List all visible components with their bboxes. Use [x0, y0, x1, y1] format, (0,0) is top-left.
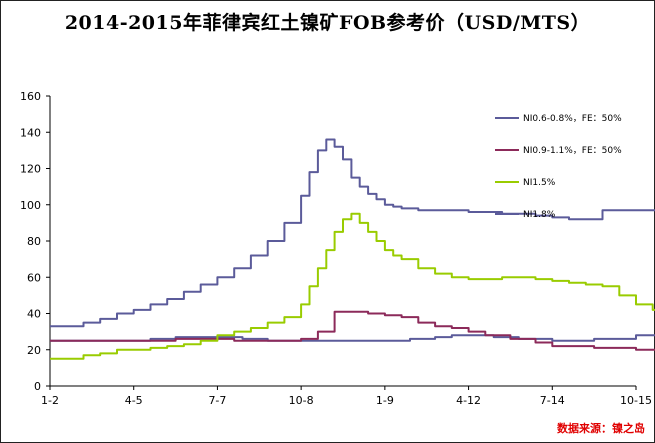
- y-tick-label: 100: [20, 199, 41, 212]
- y-tick-label: 60: [27, 271, 41, 284]
- x-tick-label: 4-5: [125, 394, 143, 407]
- series-line-2: [50, 310, 655, 351]
- x-tick-label: 7-7: [208, 394, 226, 407]
- y-tick-label: 20: [27, 344, 41, 357]
- y-tick-label: 0: [34, 380, 41, 393]
- series-line-4: [50, 138, 655, 328]
- source-note: 数据来源：镍之岛: [557, 422, 645, 435]
- legend-label-3: NI1.5%: [523, 178, 556, 188]
- chart-series-lines: [50, 138, 655, 360]
- x-tick-label: 7-14: [540, 394, 565, 407]
- x-tick-label: 4-12: [456, 394, 481, 407]
- y-tick-label: 80: [27, 235, 41, 248]
- y-tick-label: 120: [20, 163, 41, 176]
- x-tick-label: 10-8: [289, 394, 314, 407]
- legend-label-2: NI0.9-1.1%，FE：50%: [523, 146, 622, 156]
- chart-title: 2014-2015年菲律宾红土镍矿FOB参考价（USD/MTS）: [64, 12, 591, 34]
- y-tick-label: 40: [27, 308, 41, 321]
- chart-legend: NI0.6-0.8%，FE：50% NI0.9-1.1%，FE：50% NI1.5%…: [495, 114, 622, 220]
- x-tick-label: 10-15: [620, 394, 652, 407]
- y-tick-label: 160: [20, 90, 41, 103]
- series-line-1: [50, 334, 655, 342]
- x-tick-label: 1-2: [41, 394, 59, 407]
- x-tick-label: 1-9: [376, 394, 394, 407]
- chart-axes: 0 20 40 60 80 100 120 140 160 1-2 4-5 7-7 10-8 1-9 4-1…: [20, 90, 652, 407]
- series-line-3: [50, 212, 655, 360]
- legend-label-1: NI0.6-0.8%，FE：50%: [523, 114, 622, 124]
- legend-label-4: NI1.8%: [523, 210, 556, 220]
- y-tick-label: 140: [20, 126, 41, 139]
